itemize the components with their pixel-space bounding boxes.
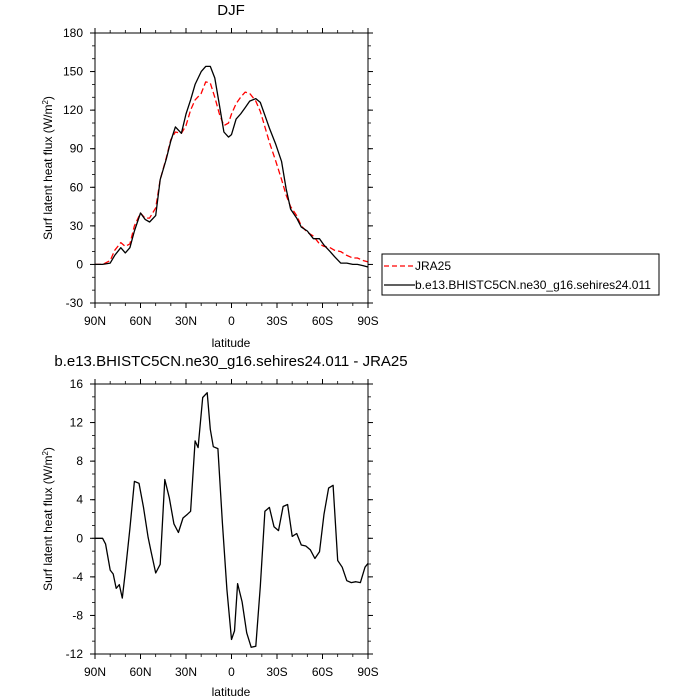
chart-top-ytick-label: 60 — [70, 180, 84, 194]
chart-top-xtick-label: 30S — [266, 314, 287, 328]
chart-top-series-model-line — [95, 65, 369, 268]
chart-bottom-xtick-label: 90N — [84, 665, 106, 679]
chart-top-ytick-label: 30 — [70, 219, 84, 233]
chart-top-xtick-label: 0 — [228, 314, 235, 328]
chart-bottom-ytick-label: -12 — [66, 647, 84, 661]
chart-bottom-ylabel-main: Surf latent heat flux (W/m — [41, 456, 55, 591]
chart-top-series — [95, 65, 369, 268]
chart-top-ylabel: Surf latent heat flux (W/m2) — [41, 96, 56, 240]
chart-top-ytick-label: -30 — [66, 296, 84, 310]
chart-bottom-ytick-label: 8 — [76, 454, 83, 468]
chart-bottom-ticks — [90, 379, 373, 659]
chart-bottom-ytick-label: -4 — [72, 570, 83, 584]
chart-bottom-frame — [94, 383, 369, 655]
chart-top-xtick-label: 60S — [312, 314, 333, 328]
chart-top-ylabel-close: ) — [41, 96, 55, 100]
legend-label-model: b.e13.BHISTC5CN.ne30_g16.sehires24.011 — [415, 278, 651, 292]
chart-bottom-ylabel: Surf latent heat flux (W/m2) — [41, 447, 56, 591]
chart-top-frame — [94, 32, 369, 304]
chart-bottom-ytick-label: 16 — [70, 377, 84, 391]
legend-label-jra25: JRA25 — [415, 259, 451, 273]
chart-bottom-xtick-label: 0 — [228, 665, 235, 679]
chart-top-series-jra25-line — [95, 81, 369, 266]
chart-top-ytick-label: 150 — [63, 65, 83, 79]
chart-top-xlabel: latitude — [212, 336, 251, 350]
chart-bottom-xtick-labels: 90N 60N 30N 0 30S 60S 90S — [84, 665, 379, 679]
chart-top-xtick-label: 60N — [129, 314, 151, 328]
chart-bottom-ytick-label: -8 — [72, 608, 83, 622]
chart-top-xtick-label: 90S — [357, 314, 378, 328]
chart-bottom-xtick-label: 30S — [266, 665, 287, 679]
chart-bottom-series-model-line — [95, 392, 369, 648]
chart-bottom-series — [95, 392, 369, 648]
chart-top-title: DJF — [217, 2, 245, 19]
chart-bottom-ylabel-sup: 2 — [41, 451, 50, 456]
chart-top-ytick-label: 120 — [63, 103, 83, 117]
chart-top-ytick-label: 180 — [63, 26, 83, 40]
chart-top-ylabel-sup: 2 — [41, 100, 50, 105]
chart-bottom-ytick-labels: -12 -8 -4 0 4 8 12 16 — [66, 377, 84, 661]
chart-top-xtick-label: 90N — [84, 314, 106, 328]
chart-bottom-xtick-label: 30N — [175, 665, 197, 679]
legend: JRA25 b.e13.BHISTC5CN.ne30_g16.sehires24… — [381, 253, 660, 296]
chart-top-ticks — [90, 28, 373, 308]
chart-bottom-xtick-label: 60S — [312, 665, 333, 679]
chart-top-xtick-label: 30N — [175, 314, 197, 328]
chart-bottom-xlabel: latitude — [212, 685, 251, 699]
chart-bottom-ytick-label: 0 — [76, 531, 83, 545]
chart-bottom-ytick-label: 12 — [70, 416, 84, 430]
chart-top-ytick-label: 0 — [76, 257, 83, 271]
chart-bottom-title: b.e13.BHISTC5CN.ne30_g16.sehires24.011 -… — [54, 353, 407, 370]
legend-box — [381, 253, 660, 296]
chart-bottom-xtick-label: 60N — [129, 665, 151, 679]
chart-top-ytick-labels: -30 0 30 60 90 120 150 180 — [63, 26, 83, 310]
chart-top: DJF -30 0 30 60 90 120 150 180 90N 60N 30N 0 30S 60S… — [41, 2, 660, 350]
chart-bottom-xtick-label: 90S — [357, 665, 378, 679]
chart-bottom: b.e13.BHISTC5CN.ne30_g16.sehires24.011 -… — [41, 353, 408, 699]
chart-bottom-ylabel-close: ) — [41, 447, 55, 451]
chart-top-ylabel-main: Surf latent heat flux (W/m — [41, 105, 55, 240]
chart-top-xtick-labels: 90N 60N 30N 0 30S 60S 90S — [84, 314, 379, 328]
chart-top-ytick-label: 90 — [70, 142, 84, 156]
chart-bottom-ytick-label: 4 — [76, 493, 83, 507]
